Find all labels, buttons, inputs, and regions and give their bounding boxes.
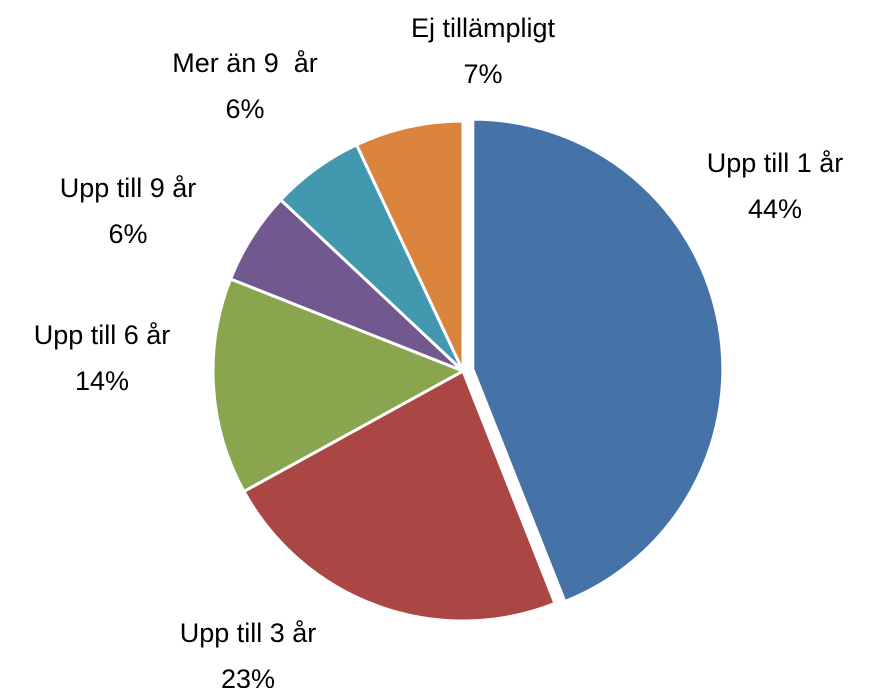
slice-value-label: 7% <box>463 59 502 89</box>
slice-value-label: 6% <box>108 219 147 249</box>
slice-value-label: 44% <box>748 194 802 224</box>
pie-slice <box>241 368 557 623</box>
slice-label: Upp till 9 år <box>60 173 197 203</box>
pie-slice <box>211 277 467 494</box>
slice-value-label: 23% <box>221 664 275 688</box>
slice-value-label: 14% <box>75 366 129 396</box>
pie-slice <box>354 119 465 372</box>
slice-label: Ej tillämpligt <box>411 13 556 43</box>
slice-label: Upp till 3 år <box>180 618 317 648</box>
pie-slice <box>471 117 725 604</box>
slice-value-label: 6% <box>225 94 264 124</box>
slice-label: Mer än 9 år <box>172 48 318 78</box>
slice-label: Upp till 6 år <box>34 320 171 350</box>
slice-label: Upp till 1 år <box>707 148 844 178</box>
